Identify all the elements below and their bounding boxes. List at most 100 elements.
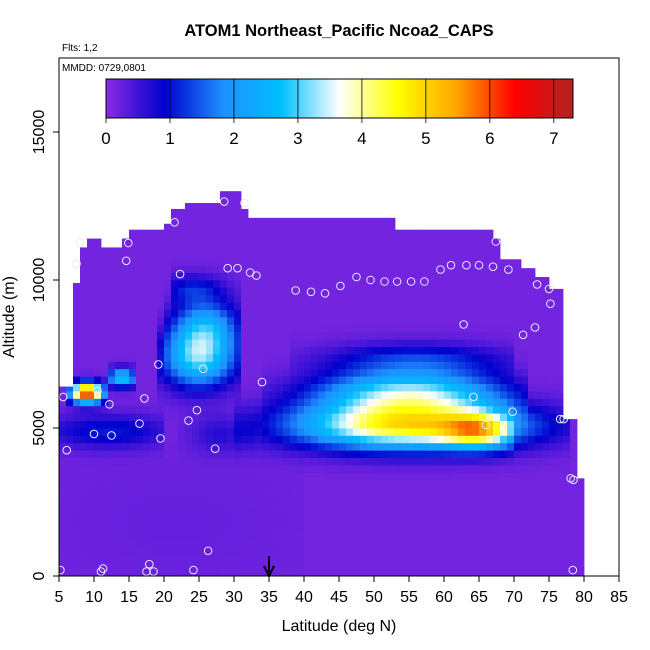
heatmap-cell (500, 383, 508, 392)
heatmap-cell (402, 383, 410, 392)
heatmap-cell (416, 361, 424, 370)
heatmap-cell (227, 479, 235, 488)
heatmap-cell (311, 457, 319, 466)
heatmap-cell (234, 561, 242, 569)
heatmap-cell (514, 309, 522, 318)
heatmap-cell (430, 317, 438, 325)
heatmap-cell (381, 502, 389, 510)
heatmap-cell (493, 331, 501, 340)
heatmap-cell (528, 268, 536, 273)
heatmap-cell (213, 317, 221, 325)
heatmap-cell (262, 472, 270, 481)
heatmap-cell (360, 568, 368, 576)
heatmap-cell (521, 472, 529, 481)
heatmap-cell (388, 561, 396, 569)
heatmap-cell (115, 294, 123, 303)
heatmap-cell (493, 561, 501, 569)
heatmap-cell (563, 435, 571, 444)
heatmap-cell (94, 398, 102, 407)
heatmap-cell (248, 450, 256, 458)
heatmap-cell (269, 516, 277, 525)
heatmap-cell (178, 494, 186, 503)
heatmap-cell (500, 524, 508, 532)
heatmap-cell (297, 265, 305, 273)
heatmap-cell (276, 398, 284, 407)
heatmap-cell (367, 302, 375, 310)
heatmap-cell (465, 435, 473, 444)
heatmap-cell (66, 413, 74, 421)
colorbar-tick-label: 4 (357, 129, 366, 148)
heatmap-cell (346, 220, 354, 229)
heatmap-cell (535, 302, 543, 310)
heatmap-cell (185, 324, 193, 333)
heatmap-cell (332, 472, 340, 481)
heatmap-cell (185, 280, 193, 288)
heatmap-cell (311, 509, 319, 518)
heatmap-cell (283, 553, 291, 562)
heatmap-cell (528, 405, 536, 414)
heatmap-cell (122, 317, 130, 325)
heatmap-cell (437, 309, 445, 318)
heatmap-cell (563, 546, 571, 555)
heatmap-cell (486, 435, 494, 444)
x-axis: 5 10 15 20 25 30 35 40 45 50 55 60 65 70 75 80 85 (55, 576, 628, 606)
heatmap-cell (423, 405, 431, 414)
heatmap-cell (192, 317, 200, 325)
heatmap-cell (199, 294, 207, 303)
heatmap-cell (171, 376, 179, 384)
heatmap-cell (451, 243, 459, 251)
heatmap-cell (479, 317, 487, 325)
heatmap-cell (332, 257, 340, 266)
heatmap-cell (381, 509, 389, 518)
heatmap-cell (346, 502, 354, 510)
heatmap-cell (171, 479, 179, 488)
heatmap-cell (255, 220, 263, 229)
heatmap-cell (402, 465, 410, 473)
heatmap-cell (472, 272, 480, 281)
heatmap-cell (374, 516, 382, 525)
heatmap-cell (157, 405, 165, 414)
heatmap-cell (262, 287, 270, 296)
heatmap-cell (213, 539, 221, 547)
heatmap-cell (66, 386, 74, 392)
heatmap-cell (479, 272, 487, 281)
heatmap-cell (500, 391, 508, 399)
heatmap-cell (493, 354, 501, 362)
heatmap-cell (521, 531, 529, 540)
heatmap-cell (507, 531, 515, 540)
heatmap-cell (409, 479, 417, 488)
heatmap-cell (171, 487, 179, 495)
heatmap-cell (311, 361, 319, 370)
heatmap-cell (171, 317, 179, 325)
heatmap-cell (556, 309, 564, 318)
heatmap-cell (437, 317, 445, 325)
heatmap-cell (255, 413, 263, 421)
heatmap-cell (444, 272, 452, 281)
heatmap-cell (283, 383, 291, 392)
heatmap-cell (199, 324, 207, 333)
heatmap-cell (73, 346, 81, 355)
heatmap-cell (269, 553, 277, 562)
heatmap-cell (318, 405, 326, 414)
heatmap-cell (150, 465, 158, 473)
heatmap-cell (381, 220, 389, 229)
heatmap-cell (402, 457, 410, 466)
heatmap-cell (374, 524, 382, 532)
heatmap-cell (570, 546, 578, 555)
heatmap-cell (430, 428, 438, 436)
heatmap-cell (528, 494, 536, 503)
heatmap-cell (143, 368, 151, 377)
heatmap-cell (115, 450, 123, 458)
heatmap-cell (367, 487, 375, 495)
heatmap-cell (248, 383, 256, 392)
heatmap-cell (178, 309, 186, 318)
heatmap-cell (171, 465, 179, 473)
heatmap-cell (381, 391, 389, 399)
heatmap-cell (535, 413, 543, 421)
heatmap-cell (388, 413, 396, 421)
heatmap-cell (360, 465, 368, 473)
heatmap-cell (164, 487, 172, 495)
heatmap-cell (87, 243, 95, 251)
heatmap-cell (549, 457, 557, 466)
heatmap-cell (129, 442, 137, 451)
